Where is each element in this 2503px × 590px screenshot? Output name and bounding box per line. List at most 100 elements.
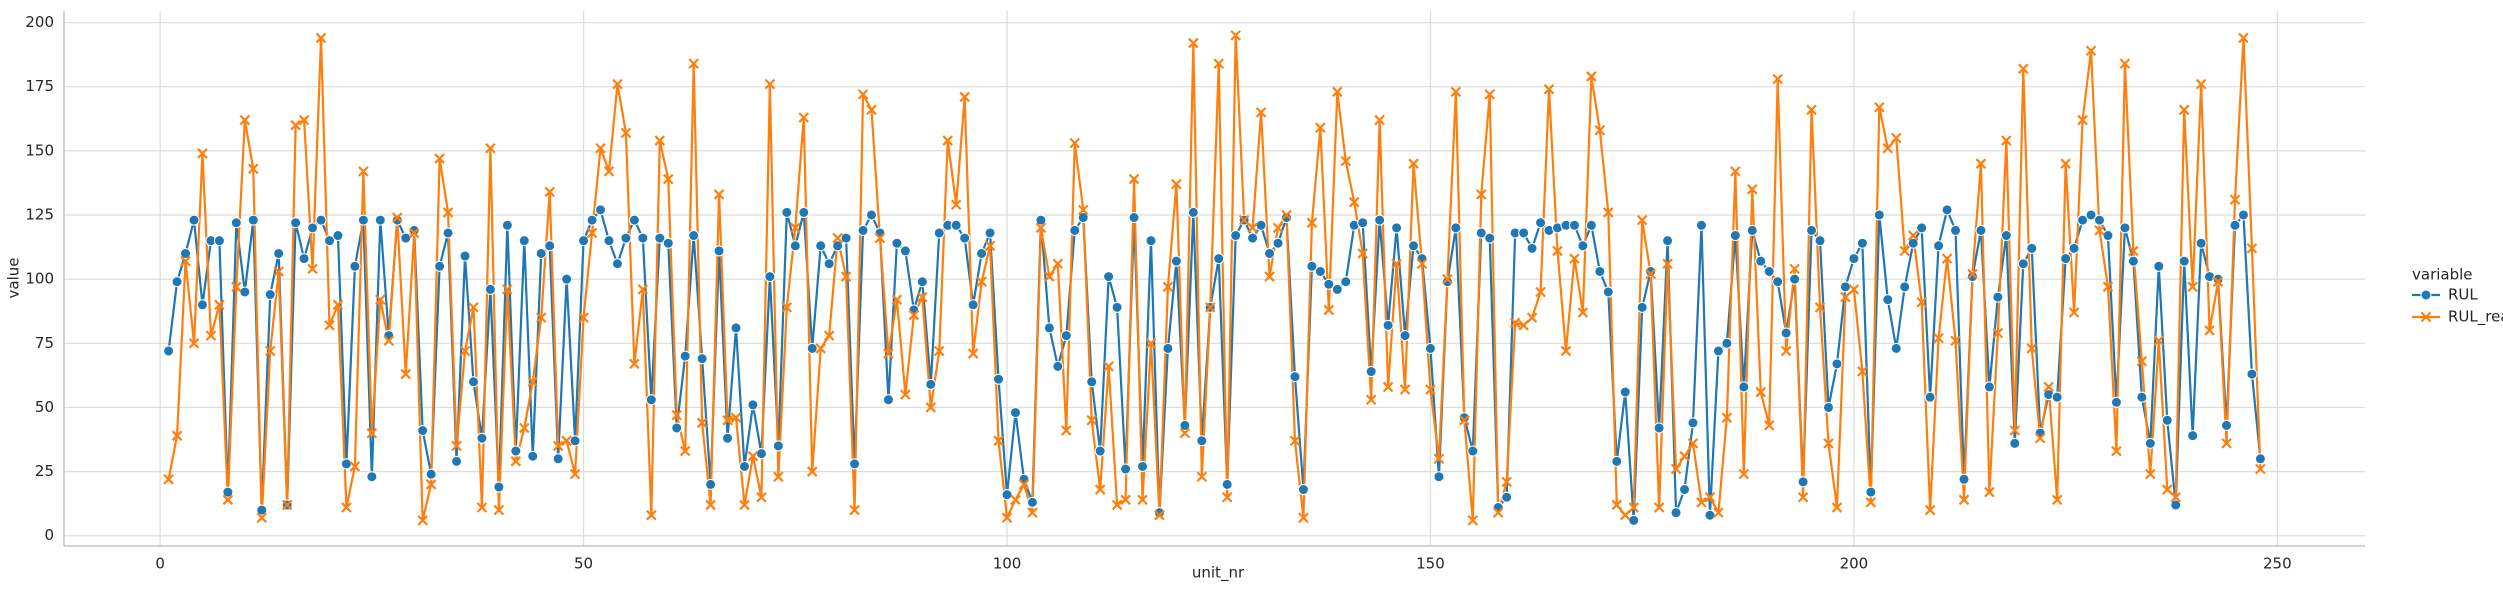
- point-marker: [484, 283, 496, 295]
- x-marker: [1670, 463, 1682, 475]
- point-marker: [1280, 212, 1292, 224]
- point-marker: [874, 227, 886, 239]
- x-marker: [1086, 414, 1097, 426]
- x-marker: [1010, 494, 1021, 506]
- point-marker: [213, 235, 225, 247]
- x-marker: [1272, 222, 1284, 234]
- point-marker: [1323, 278, 1335, 290]
- x-marker: [1069, 137, 1081, 149]
- point-marker: [1111, 301, 1123, 313]
- point-marker: [1568, 219, 1580, 231]
- point-marker: [696, 353, 708, 365]
- x-marker: [417, 515, 428, 526]
- point-marker: [832, 240, 844, 252]
- point-marker: [1916, 222, 1928, 234]
- point-marker: [1662, 235, 1674, 247]
- point-marker: [1289, 371, 1301, 383]
- point-marker: [467, 376, 479, 388]
- point-marker: [1738, 381, 1750, 393]
- point-marker: [2237, 209, 2249, 221]
- x-marker: [2195, 78, 2207, 90]
- x-tick-label: 100: [993, 555, 1022, 573]
- x-marker: [1442, 273, 1453, 285]
- point-marker: [2127, 255, 2139, 267]
- point-marker: [688, 230, 700, 242]
- x-marker: [1933, 332, 1944, 344]
- point-marker: [1772, 276, 1784, 288]
- x-marker: [408, 227, 420, 239]
- point-marker: [908, 304, 920, 316]
- point-marker: [332, 230, 344, 242]
- x-tick-label: 250: [2263, 555, 2292, 573]
- x-marker: [1797, 491, 1809, 503]
- x-marker: [519, 422, 530, 434]
- x-marker: [840, 271, 852, 282]
- point-marker: [1467, 445, 1479, 457]
- x-marker: [722, 414, 733, 426]
- point-marker: [171, 276, 183, 288]
- x-marker: [1848, 284, 1860, 295]
- x-marker: [1831, 502, 1843, 513]
- x-marker: [1662, 258, 1673, 270]
- x-marker: [1840, 291, 1851, 303]
- x-marker: [502, 284, 513, 295]
- x-marker: [1763, 420, 1775, 431]
- x-marker: [527, 376, 539, 388]
- x-marker: [2060, 158, 2071, 169]
- point-marker: [1424, 342, 1436, 354]
- x-marker: [713, 189, 725, 200]
- x-marker: [1543, 83, 1555, 95]
- x-marker: [1077, 204, 1089, 216]
- point-marker: [645, 394, 657, 406]
- y-tick-label: 50: [35, 398, 54, 416]
- point-marker: [1043, 322, 1055, 334]
- x-marker: [273, 266, 284, 277]
- x-marker: [1382, 381, 1394, 393]
- point-marker: [391, 214, 403, 226]
- point-marker: [340, 458, 352, 470]
- point-marker: [1306, 260, 1318, 272]
- point-marker: [654, 232, 666, 244]
- point-marker: [247, 214, 259, 226]
- x-marker: [1221, 491, 1233, 503]
- y-tick-label: 175: [25, 77, 54, 95]
- x-marker: [2111, 445, 2122, 457]
- point-marker: [1602, 286, 1614, 298]
- point-marker: [578, 235, 590, 247]
- x-marker: [1975, 158, 1987, 169]
- x-marker: [1391, 258, 1402, 270]
- point-marker: [1170, 255, 1182, 267]
- point-marker: [1653, 422, 1665, 434]
- point-marker: [1712, 345, 1724, 357]
- x-marker: [790, 222, 801, 234]
- point-marker: [2077, 214, 2089, 226]
- point-marker: [417, 425, 429, 437]
- x-marker: [1450, 86, 1462, 98]
- x-marker: [1509, 317, 1521, 329]
- x-marker: [315, 32, 327, 44]
- point-marker: [849, 458, 861, 470]
- x-marker: [1348, 196, 1360, 208]
- y-tick-label: 100: [25, 270, 54, 288]
- x-marker: [2212, 276, 2224, 287]
- point-marker: [561, 273, 573, 285]
- point-marker: [1408, 240, 1420, 252]
- point-marker: [264, 289, 276, 301]
- point-marker: [290, 217, 302, 229]
- x-marker: [993, 435, 1004, 447]
- x-marker: [1162, 281, 1174, 293]
- x-marker: [1704, 491, 1716, 503]
- point-marker: [1611, 455, 1623, 467]
- point-marker: [925, 378, 937, 390]
- x-marker: [1577, 307, 1589, 318]
- x-marker: [747, 450, 759, 462]
- x-marker: [1780, 345, 1792, 357]
- x-marker: [1560, 345, 1572, 357]
- x-marker: [1035, 222, 1047, 234]
- point-marker: [1806, 224, 1818, 236]
- point-marker: [866, 209, 878, 221]
- x-marker: [2187, 281, 2198, 293]
- point-marker: [1780, 327, 1792, 339]
- point-marker: [1899, 281, 1911, 293]
- x-marker: [1941, 253, 1953, 264]
